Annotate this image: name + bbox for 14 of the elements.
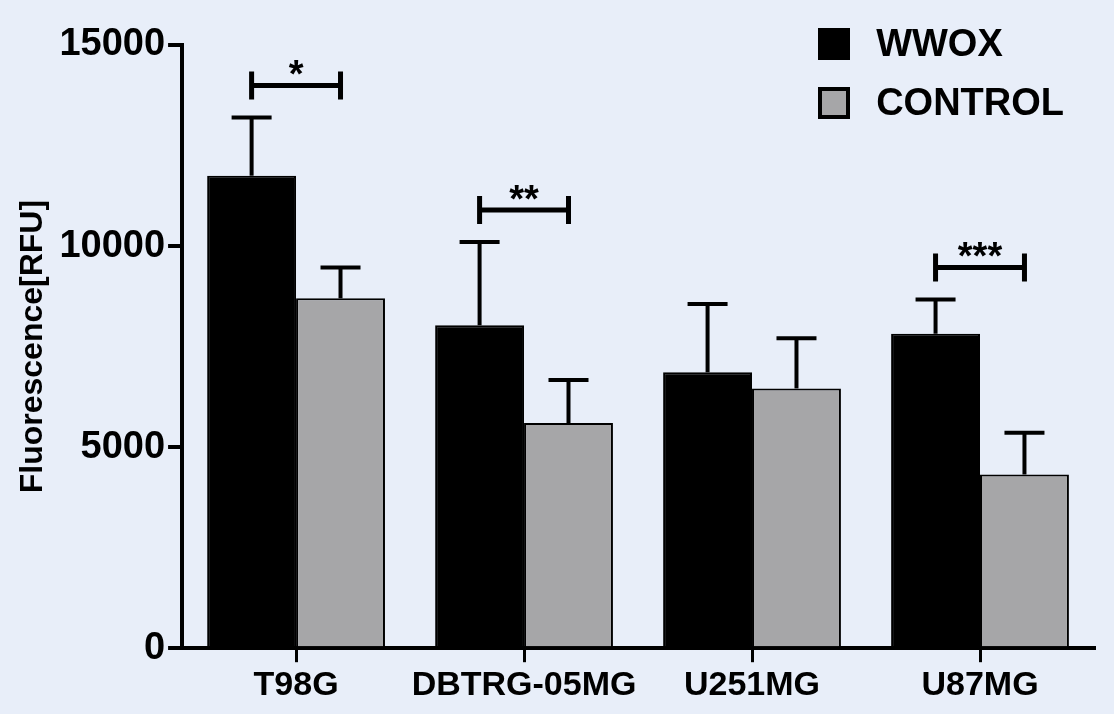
x-tick-label: DBTRG-05MG: [411, 663, 637, 702]
annotation: **: [509, 177, 540, 220]
annotation: *: [288, 52, 304, 95]
y-tick-label: 10000: [59, 222, 166, 265]
x-tick-label: U87MG: [921, 663, 1039, 702]
legend-label: WWOX: [876, 22, 1003, 65]
y-axis-title: Fluorescence[RFU]: [13, 199, 50, 494]
annotation: ***: [957, 235, 1003, 278]
y-tick-label: 0: [143, 624, 166, 667]
x-tick-label: U251MG: [683, 663, 821, 702]
y-tick-label: 15000: [59, 21, 166, 64]
legend-label: CONTROL: [876, 81, 1064, 124]
y-tick-label: 5000: [80, 423, 166, 466]
x-tick-label: T98G: [253, 663, 339, 702]
